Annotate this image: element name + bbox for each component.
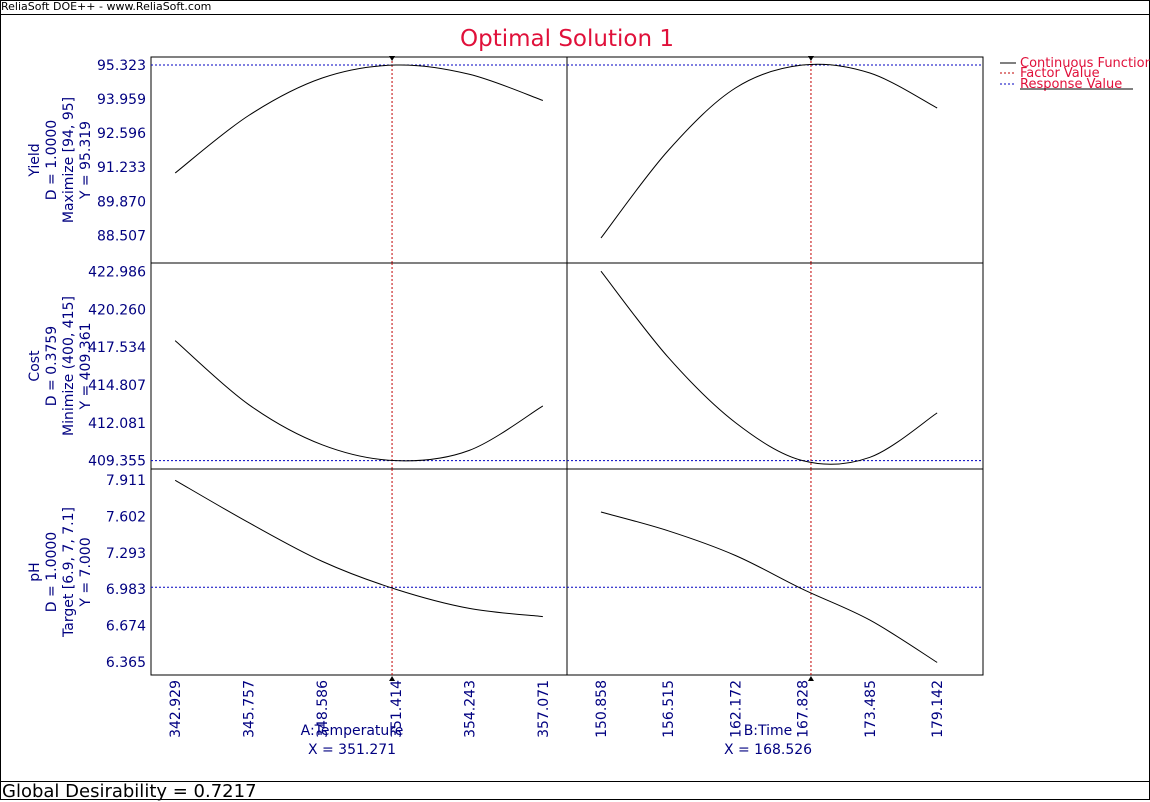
- y-tick-label-cost-4: 420.260: [88, 302, 146, 318]
- y-tick-label-ph-4: 7.602: [106, 509, 146, 525]
- y-axis-label-yield-3: Y = 95.319: [78, 121, 94, 200]
- y-tick-label-cost-2: 414.807: [88, 378, 146, 394]
- factor-marker-bottom-0: [389, 676, 396, 681]
- factor-marker-top-1: [807, 56, 814, 61]
- y-axis-label-cost-2: Minimize (400, 415]: [61, 296, 77, 436]
- x-tick-label-1-1: 156.515: [661, 680, 677, 738]
- curve-cost-0: [174, 340, 544, 462]
- y-tick-label-cost-3: 417.534: [88, 340, 146, 356]
- y-tick-label-yield-0: 88.507: [97, 228, 146, 244]
- y-tick-label-cost-0: 409.355: [88, 454, 146, 470]
- x-tick-label-0-1: 345.757: [242, 680, 258, 738]
- x-axis-value-1: X = 168.526: [724, 742, 812, 758]
- y-axis-label-yield-1: D = 1.0000: [44, 120, 60, 200]
- y-tick-label-yield-5: 95.323: [97, 58, 146, 74]
- y-tick-label-ph-1: 6.674: [106, 619, 146, 635]
- legend-label-2: Response Value: [1020, 77, 1122, 92]
- x-axis-name-1: B:Time: [744, 723, 793, 739]
- factor-marker-top-0: [389, 56, 396, 61]
- x-tick-label-0-5: 357.071: [536, 680, 552, 738]
- x-axis-name-0: A:Temperature: [301, 723, 404, 739]
- y-axis-label-ph-3: Y = 7.000: [78, 537, 94, 607]
- y-axis-label-yield-2: Maximize [94, 95]: [61, 97, 77, 223]
- x-axis-value-0: X = 351.271: [308, 742, 396, 758]
- curve-ph-1: [600, 511, 938, 663]
- y-axis-label-yield-0: Yield: [27, 143, 43, 177]
- y-tick-label-ph-0: 6.365: [106, 655, 146, 671]
- panel-cost-1: [566, 262, 984, 470]
- y-axis-label-ph-2: Target [6.9, 7, 7.1]: [61, 507, 77, 638]
- curve-cost-1: [600, 270, 938, 465]
- y-axis-label-cost-0: Cost: [27, 350, 43, 382]
- optimal-solution-chart: Optimal Solution 1 Continuous FunctionFac…: [27, 26, 1150, 758]
- y-axis-label-cost-3: Y = 409.361: [78, 322, 94, 410]
- panel-yield-1: [566, 56, 984, 264]
- y-tick-label-cost-1: 412.081: [88, 416, 146, 432]
- curve-yield-0: [174, 64, 544, 174]
- y-axis-label-ph-0: pH: [27, 562, 43, 581]
- panel-ph-0: [150, 468, 568, 676]
- x-tick-label-1-0: 150.858: [594, 680, 610, 738]
- panel-cost-0: [150, 262, 568, 470]
- panel-yield-0: [150, 56, 568, 264]
- y-tick-label-cost-5: 422.986: [88, 264, 146, 280]
- y-tick-label-yield-2: 91.233: [97, 160, 146, 176]
- x-tick-label-0-4: 354.243: [462, 680, 478, 738]
- curve-yield-1: [600, 63, 938, 239]
- x-tick-label-1-4: 173.485: [863, 680, 879, 738]
- chart-title: Optimal Solution 1: [460, 26, 674, 52]
- x-tick-label-1-3: 167.828: [796, 680, 812, 738]
- x-tick-label-0-2: 348.586: [315, 680, 331, 738]
- y-tick-label-yield-4: 93.959: [97, 92, 146, 108]
- y-tick-label-yield-3: 92.596: [97, 126, 146, 142]
- x-tick-label-0-3: 351.414: [389, 680, 405, 738]
- y-tick-label-ph-3: 7.293: [106, 546, 146, 562]
- legend-label-1: Factor Value: [1020, 66, 1100, 81]
- legend-label-0: Continuous Function: [1020, 56, 1150, 71]
- x-tick-label-1-2: 162.172: [728, 680, 744, 738]
- global-desirability: Global Desirability = 0.7217: [0, 781, 1150, 802]
- curve-ph-0: [174, 479, 543, 618]
- y-tick-label-yield-1: 89.870: [97, 194, 146, 210]
- panel-ph-1: [566, 468, 984, 676]
- x-tick-label-1-5: 179.142: [930, 680, 946, 738]
- y-tick-label-ph-2: 6.983: [106, 582, 146, 598]
- y-axis-label-cost-1: D = 0.3759: [44, 326, 60, 406]
- window-title: ReliaSoft DOE++ - www.ReliaSoft.com: [0, 0, 1150, 15]
- y-tick-label-ph-5: 7.911: [106, 473, 146, 489]
- x-tick-label-0-0: 342.929: [168, 680, 184, 738]
- y-axis-label-ph-1: D = 1.0000: [44, 532, 60, 612]
- factor-marker-bottom-1: [807, 676, 814, 681]
